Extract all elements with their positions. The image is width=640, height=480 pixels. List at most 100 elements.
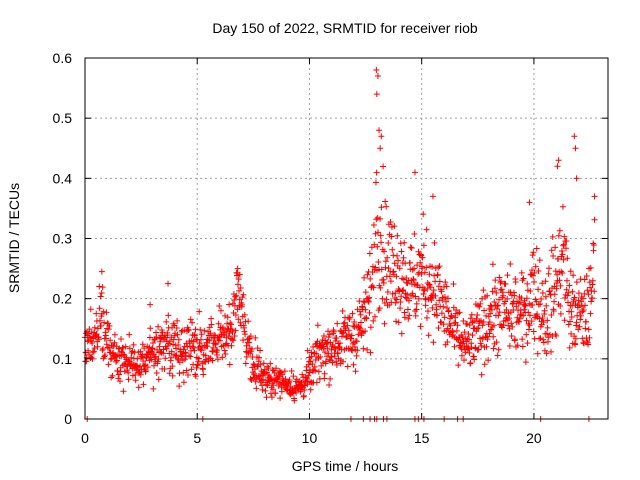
data-point [307,386,314,393]
data-point [469,332,476,339]
data-point [85,347,92,354]
data-point [377,232,384,239]
data-point [237,284,244,291]
data-point [198,331,205,338]
data-point [87,334,94,341]
data-point [376,305,383,312]
data-point [494,302,501,309]
data-point [224,320,231,327]
data-point [538,295,545,302]
data-point [537,301,544,308]
data-point [555,157,562,164]
y-tick-label: 0.1 [53,351,73,367]
data-point [541,307,548,314]
data-point [377,284,384,291]
data-point [497,279,504,286]
data-point [197,336,204,343]
data-point [222,312,229,319]
data-point [495,346,502,353]
data-point [318,362,325,369]
data-point [122,343,129,350]
data-point [552,244,559,251]
data-point [398,248,405,255]
data-point [424,308,431,315]
data-point [367,324,374,331]
data-point [355,331,362,338]
data-point [588,298,595,305]
data-point [251,361,258,368]
data-point [400,287,407,294]
data-point [232,327,239,334]
data-point [498,278,505,285]
data-point [573,279,580,286]
data-point [488,326,495,333]
data-point [422,295,429,302]
data-point [518,269,525,276]
data-point [89,349,96,356]
data-point [370,222,377,229]
data-point [304,381,311,388]
data-point [101,353,108,360]
data-point [366,294,373,301]
data-point [93,310,100,317]
data-point [490,345,497,352]
data-point [575,326,582,333]
data-point [209,357,216,364]
data-point [516,318,523,325]
data-point [471,356,478,363]
data-point [521,306,528,313]
data-point [358,319,365,326]
data-point [445,295,452,302]
data-point [417,323,424,330]
data-point [370,284,377,291]
data-point [325,350,332,357]
data-point [535,286,542,293]
data-point [250,361,257,368]
data-point [393,318,400,325]
data-point [429,263,436,270]
data-point [208,315,215,322]
data-point [176,359,183,366]
data-point [559,251,566,258]
data-point [191,347,198,354]
data-point [392,299,399,306]
data-point [324,345,331,352]
data-point [577,316,584,323]
data-point [260,360,267,367]
data-point [231,302,238,309]
data-point [378,204,385,211]
data-point [221,331,228,338]
data-point [257,361,264,368]
data-point [195,355,202,362]
y-tick-label: 0.4 [53,170,73,186]
data-point [420,211,427,218]
data-point [215,334,222,341]
data-point [173,352,180,359]
data-point [400,254,407,261]
data-point [384,289,391,296]
data-point [591,193,598,200]
data-point [174,331,181,338]
data-point [576,323,583,330]
data-point [366,309,373,316]
data-point [530,272,537,279]
data-point [166,370,173,377]
data-point [539,280,546,287]
data-point [236,271,243,278]
data-point [130,341,137,348]
data-point [553,285,560,292]
data-point [435,264,442,271]
data-point [151,354,158,361]
data-point [132,371,139,378]
data-point [443,283,450,290]
data-point [291,397,298,404]
data-point [321,349,328,356]
data-point [85,330,92,337]
data-point [321,370,328,377]
x-tick-label: 0 [81,430,89,446]
data-point [118,336,125,343]
data-point [120,344,127,351]
data-point [522,359,529,366]
x-tick-label: 20 [526,430,542,446]
data-point [409,266,416,273]
